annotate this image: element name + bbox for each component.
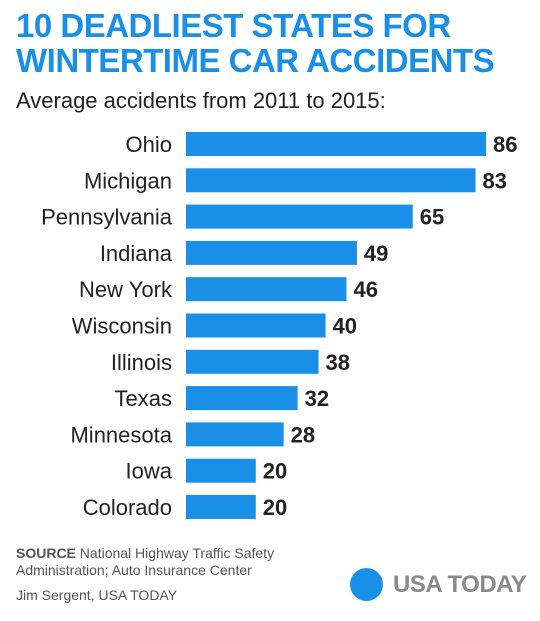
bar-texas xyxy=(186,386,298,411)
chart-title: 10 DEADLIEST STATES FOR WINTERTIME CAR A… xyxy=(16,8,531,78)
category-label-pennsylvania: Pennsylvania xyxy=(41,205,173,230)
value-label-illinois: 38 xyxy=(326,350,350,375)
category-label-minnesota: Minnesota xyxy=(70,422,172,447)
value-label-iowa: 20 xyxy=(263,459,287,484)
source-label: SOURCE xyxy=(16,545,76,561)
category-label-michigan: Michigan xyxy=(84,168,172,193)
logo-circle-icon xyxy=(350,568,383,601)
category-label-new-york: New York xyxy=(79,277,173,302)
value-label-minnesota: 28 xyxy=(291,422,315,447)
category-label-wisconsin: Wisconsin xyxy=(72,314,172,339)
logo-text: USA TODAY xyxy=(393,570,527,598)
value-label-colorado: 20 xyxy=(263,495,287,520)
category-label-ohio: Ohio xyxy=(126,132,172,157)
value-label-wisconsin: 40 xyxy=(333,314,357,339)
bar-illinois xyxy=(186,349,319,374)
bar-colorado xyxy=(186,495,256,519)
category-label-texas: Texas xyxy=(115,386,172,411)
credit-line: Jim Sergent, USA TODAY xyxy=(16,587,178,603)
category-label-colorado: Colorado xyxy=(83,495,172,520)
chart-title-line-1: 10 DEADLIEST STATES FOR xyxy=(16,7,451,44)
bar-new-york xyxy=(186,277,347,302)
bar-chart: Ohio 86 Michigan 83 Pennsylvania 65 Indiana 49 N… xyxy=(41,132,517,520)
value-label-pennsylvania: 65 xyxy=(420,205,444,230)
bar-iowa xyxy=(186,458,256,483)
category-label-illinois: Illinois xyxy=(111,350,172,375)
value-label-texas: 32 xyxy=(305,386,329,411)
source-text: National Highway Traffic Safety Administ… xyxy=(16,545,275,578)
value-label-indiana: 49 xyxy=(364,241,388,266)
bar-pennsylvania xyxy=(186,204,413,229)
value-label-michigan: 83 xyxy=(483,168,507,193)
bar-michigan xyxy=(186,168,476,193)
bar-indiana xyxy=(186,240,357,265)
chart-title-line-2: WINTERTIME CAR ACCIDENTS xyxy=(16,42,495,79)
usa-today-logo: USA TODAY xyxy=(350,568,527,601)
source-note: SOURCE National Highway Traffic Safety A… xyxy=(16,545,336,579)
bar-wisconsin xyxy=(186,313,326,338)
category-label-iowa: Iowa xyxy=(126,459,173,484)
bar-minnesota xyxy=(186,422,284,447)
value-label-new-york: 46 xyxy=(353,277,377,302)
bar-ohio xyxy=(186,132,486,156)
category-label-indiana: Indiana xyxy=(100,241,173,266)
chart-subtitle: Average accidents from 2011 to 2015: xyxy=(16,88,386,113)
value-label-ohio: 86 xyxy=(493,132,517,157)
